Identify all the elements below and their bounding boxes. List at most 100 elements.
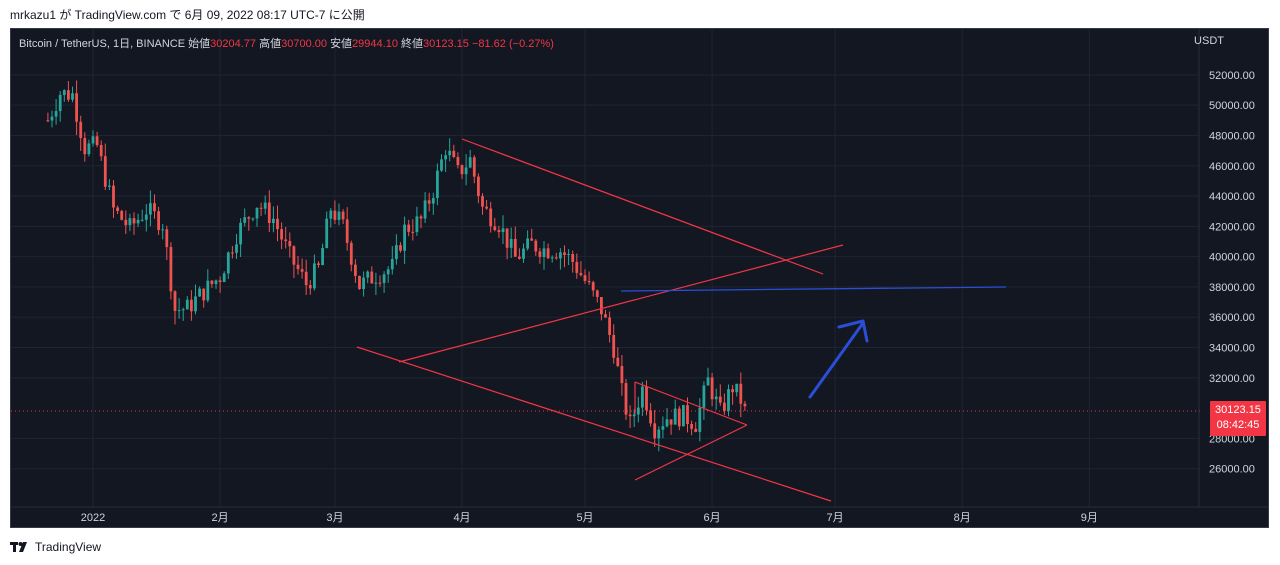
candle [567,249,570,266]
triangle-top-line[interactable] [634,381,748,426]
candle [571,250,575,273]
candle [714,388,718,410]
change-value: −81.62 (−0.27%) [471,38,554,50]
currency-label[interactable]: USDT [1194,35,1224,47]
candle [620,355,624,396]
candle [550,255,554,263]
candle [386,266,390,283]
rising-trend-line[interactable] [398,244,844,363]
candle [513,226,517,257]
candle [407,219,411,237]
candle [190,290,193,321]
candle [284,227,288,249]
candle [243,208,247,227]
candle [456,152,460,169]
candle [460,164,464,180]
candle [608,311,611,343]
candle [226,251,230,279]
candle [641,381,644,417]
high-value: 30700.00 [281,38,327,50]
candle [144,204,148,232]
candle [99,140,103,161]
candle [710,372,714,407]
candle [157,206,160,235]
candle [378,275,382,287]
y-tick-label: 38000.00 [1209,282,1255,294]
candle [505,228,509,260]
candle [501,215,505,244]
candle [263,195,267,215]
last-price-tag: 30123.15 08:42:45 [1210,401,1266,436]
upper-channel-line[interactable] [461,138,824,275]
candle [132,212,136,235]
candle [235,234,238,259]
candle [419,214,423,229]
candle [579,261,583,277]
chart-panel[interactable]: 52000.00 50000.00 48000.00 46000.00 44000.00… [10,28,1269,528]
candle [472,155,476,184]
symbol-name[interactable]: Bitcoin / TetherUS, 1日, BINANCE [19,38,186,50]
candle [718,384,722,406]
close-label: 終値 [401,38,424,50]
candle [632,409,636,427]
candle [743,400,747,411]
resistance-horizontal-line[interactable] [620,286,1007,292]
candle [317,261,320,268]
up-arrow-icon[interactable] [808,319,869,399]
candle [575,253,579,279]
candle [522,243,525,263]
candle [698,398,702,442]
candle [62,89,66,102]
candle [518,248,521,260]
lower-channel-line[interactable] [356,346,832,502]
candle [75,80,78,135]
candle [448,138,452,162]
candle [296,255,300,275]
candle [403,216,406,264]
candle [313,254,316,291]
candle [444,150,447,172]
candle [399,242,402,253]
candle [177,298,181,319]
candle [259,202,263,217]
candle [673,399,677,425]
candle [559,248,562,270]
candle [657,426,661,452]
candle [79,115,83,151]
y-tick-label: 46000.00 [1209,161,1255,173]
x-tick-label: 6月 [704,512,721,524]
candle [411,219,415,241]
candle [198,286,201,297]
y-tick-label: 44000.00 [1209,191,1255,203]
candle [337,203,341,226]
price-chart[interactable]: 52000.00 50000.00 48000.00 46000.00 44000.00… [11,29,1268,527]
drawings-layer [11,138,1201,502]
candle [563,245,566,268]
candle [649,403,652,427]
candle [214,279,218,289]
candle [239,218,242,258]
candle [653,410,657,447]
candle [329,208,333,228]
candle [735,383,739,397]
y-tick-label: 32000.00 [1209,373,1255,385]
candle [628,405,632,428]
candle [624,378,628,420]
footer-brand[interactable]: TradingView [10,540,101,554]
y-tick-label: 48000.00 [1209,130,1255,142]
bar-countdown: 08:42:45 [1216,419,1260,431]
candle [587,271,591,285]
candle [382,271,386,293]
low-label: 安値 [330,38,353,50]
candle [120,209,124,221]
candle [333,200,337,225]
candle [546,243,550,260]
candle [686,397,689,433]
candles-layer [46,80,747,452]
candle [464,154,468,186]
candle [612,324,616,364]
x-tick-label: 2022 [81,512,105,524]
candle [436,163,439,206]
y-tick-label: 34000.00 [1209,343,1255,355]
triangle-bottom-line[interactable] [634,424,748,481]
